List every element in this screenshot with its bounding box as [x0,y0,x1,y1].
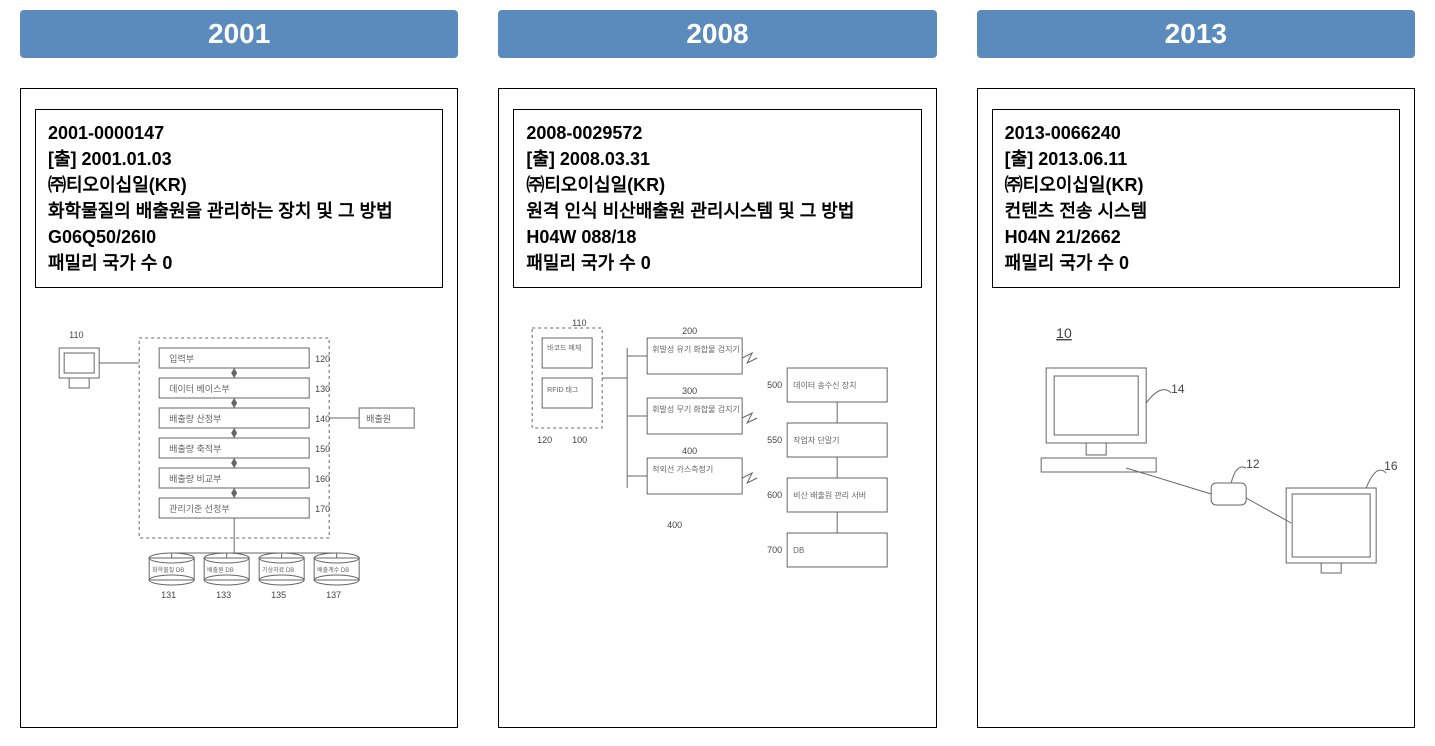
svg-text:170: 170 [315,504,330,514]
svg-text:131: 131 [161,590,176,600]
year-header: 2013 [977,10,1415,58]
svg-text:DB: DB [793,546,804,555]
app-no: 2013-0066240 [1005,120,1387,146]
patent-panel: 2013-0066240 [출] 2013.06.11 ㈜티오이십일(KR) 컨… [977,88,1415,728]
title: 화학물질의 배출원을 관리하는 장치 및 그 방법 [48,198,430,224]
svg-text:10: 10 [1056,325,1072,341]
patent-panel: 2008-0029572 [출] 2008.03.31 ㈜티오이십일(KR) 원… [498,88,936,728]
svg-text:700: 700 [767,545,782,555]
svg-text:200: 200 [682,326,697,336]
svg-text:600: 600 [767,490,782,500]
svg-text:400: 400 [682,446,697,456]
svg-text:137: 137 [326,590,341,600]
svg-text:휘발성 유기 화합물 검지기: 휘발성 유기 화합물 검지기 [652,344,740,354]
svg-text:적외선 가스측정기: 적외선 가스측정기 [652,464,713,474]
svg-text:110: 110 [572,318,586,328]
title: 컨텐츠 전송 시스템 [1005,198,1387,224]
year-header: 2001 [20,10,458,58]
svg-text:휘발성 무기 화합물 검지기: 휘발성 무기 화합물 검지기 [652,404,740,414]
meta-box: 2001-0000147 [출] 2001.01.03 ㈜티오이십일(KR) 화… [35,109,443,288]
svg-text:배출원 DB: 배출원 DB [207,566,234,574]
svg-text:550: 550 [767,435,782,445]
svg-text:배출계수 DB: 배출계수 DB [317,566,349,574]
ipc: H04N 21/2662 [1005,224,1387,250]
svg-text:140: 140 [315,414,330,424]
svg-text:바코드 매체: 바코드 매체 [547,343,581,352]
svg-text:400: 400 [667,520,682,530]
figure-svg: 110 배출원 입력부 120 데이터 베이스부 130 배출량 산정부 140 배출량 축… [35,308,443,608]
svg-text:배출량 축적부: 배출량 축적부 [169,443,221,454]
family: 패밀리 국가 수 0 [1005,250,1387,276]
date: [출] 2001.01.03 [48,146,430,172]
figure-svg: 10 14 12 16 [992,308,1400,608]
svg-text:150: 150 [315,444,330,454]
svg-text:화학물질 DB: 화학물질 DB [152,566,184,574]
app-no: 2008-0029572 [526,120,908,146]
svg-text:관리기준 선정부: 관리기준 선정부 [169,504,229,514]
svg-text:14: 14 [1171,382,1185,396]
svg-text:배출원: 배출원 [366,414,391,424]
svg-text:데이터 베이스부: 데이터 베이스부 [169,384,229,394]
svg-text:배출량 비교부: 배출량 비교부 [169,473,221,484]
ipc: G06Q50/26I0 [48,224,430,250]
family: 패밀리 국가 수 0 [48,250,430,276]
patent-figure: 10 14 12 16 [992,308,1400,608]
svg-text:110: 110 [69,330,83,340]
patent-figure: 바코드 매체 110 RFID 태그 120 100 휘발성 유기 화합물 검지… [513,308,921,608]
svg-text:135: 135 [271,590,286,600]
svg-text:120: 120 [537,435,552,445]
ipc: H04W 088/18 [526,224,908,250]
figure-svg: 바코드 매체 110 RFID 태그 120 100 휘발성 유기 화합물 검지… [513,308,921,608]
svg-text:130: 130 [315,384,330,394]
svg-text:500: 500 [767,380,782,390]
svg-text:300: 300 [682,386,697,396]
svg-text:배출량 산정부: 배출량 산정부 [169,413,221,424]
svg-text:기상자료 DB: 기상자료 DB [262,566,294,574]
svg-text:비산 배출원 관리 서버: 비산 배출원 관리 서버 [793,490,866,500]
svg-text:120: 120 [315,354,330,364]
svg-text:133: 133 [216,590,231,600]
patent-panel: 2001-0000147 [출] 2001.01.03 ㈜티오이십일(KR) 화… [20,88,458,728]
meta-box: 2008-0029572 [출] 2008.03.31 ㈜티오이십일(KR) 원… [513,109,921,288]
meta-box: 2013-0066240 [출] 2013.06.11 ㈜티오이십일(KR) 컨… [992,109,1400,288]
patent-figure: 110 배출원 입력부 120 데이터 베이스부 130 배출량 산정부 140 배출량 축… [35,308,443,608]
date: [출] 2013.06.11 [1005,146,1387,172]
year-header: 2008 [498,10,936,58]
svg-text:RFID 태그: RFID 태그 [547,386,579,394]
date: [출] 2008.03.31 [526,146,908,172]
col-2013: 2013 2013-0066240 [출] 2013.06.11 ㈜티오이십일(… [977,10,1415,728]
svg-text:16: 16 [1384,459,1398,473]
svg-text:입력부: 입력부 [169,353,194,364]
title: 원격 인식 비산배출원 관리시스템 및 그 방법 [526,198,908,224]
svg-text:160: 160 [315,474,330,484]
svg-text:100: 100 [572,435,587,445]
svg-text:12: 12 [1246,457,1260,471]
app-no: 2001-0000147 [48,120,430,146]
family: 패밀리 국가 수 0 [526,250,908,276]
timeline-row: 2001 2001-0000147 [출] 2001.01.03 ㈜티오이십일(… [20,10,1415,728]
col-2001: 2001 2001-0000147 [출] 2001.01.03 ㈜티오이십일(… [20,10,458,728]
svg-text:데이터 송수신 장치: 데이터 송수신 장치 [793,380,856,390]
applicant: ㈜티오이십일(KR) [48,172,430,198]
applicant: ㈜티오이십일(KR) [1005,172,1387,198]
col-2008: 2008 2008-0029572 [출] 2008.03.31 ㈜티오이십일(… [498,10,936,728]
svg-text:작업자 단말기: 작업자 단말기 [793,435,839,445]
applicant: ㈜티오이십일(KR) [526,172,908,198]
